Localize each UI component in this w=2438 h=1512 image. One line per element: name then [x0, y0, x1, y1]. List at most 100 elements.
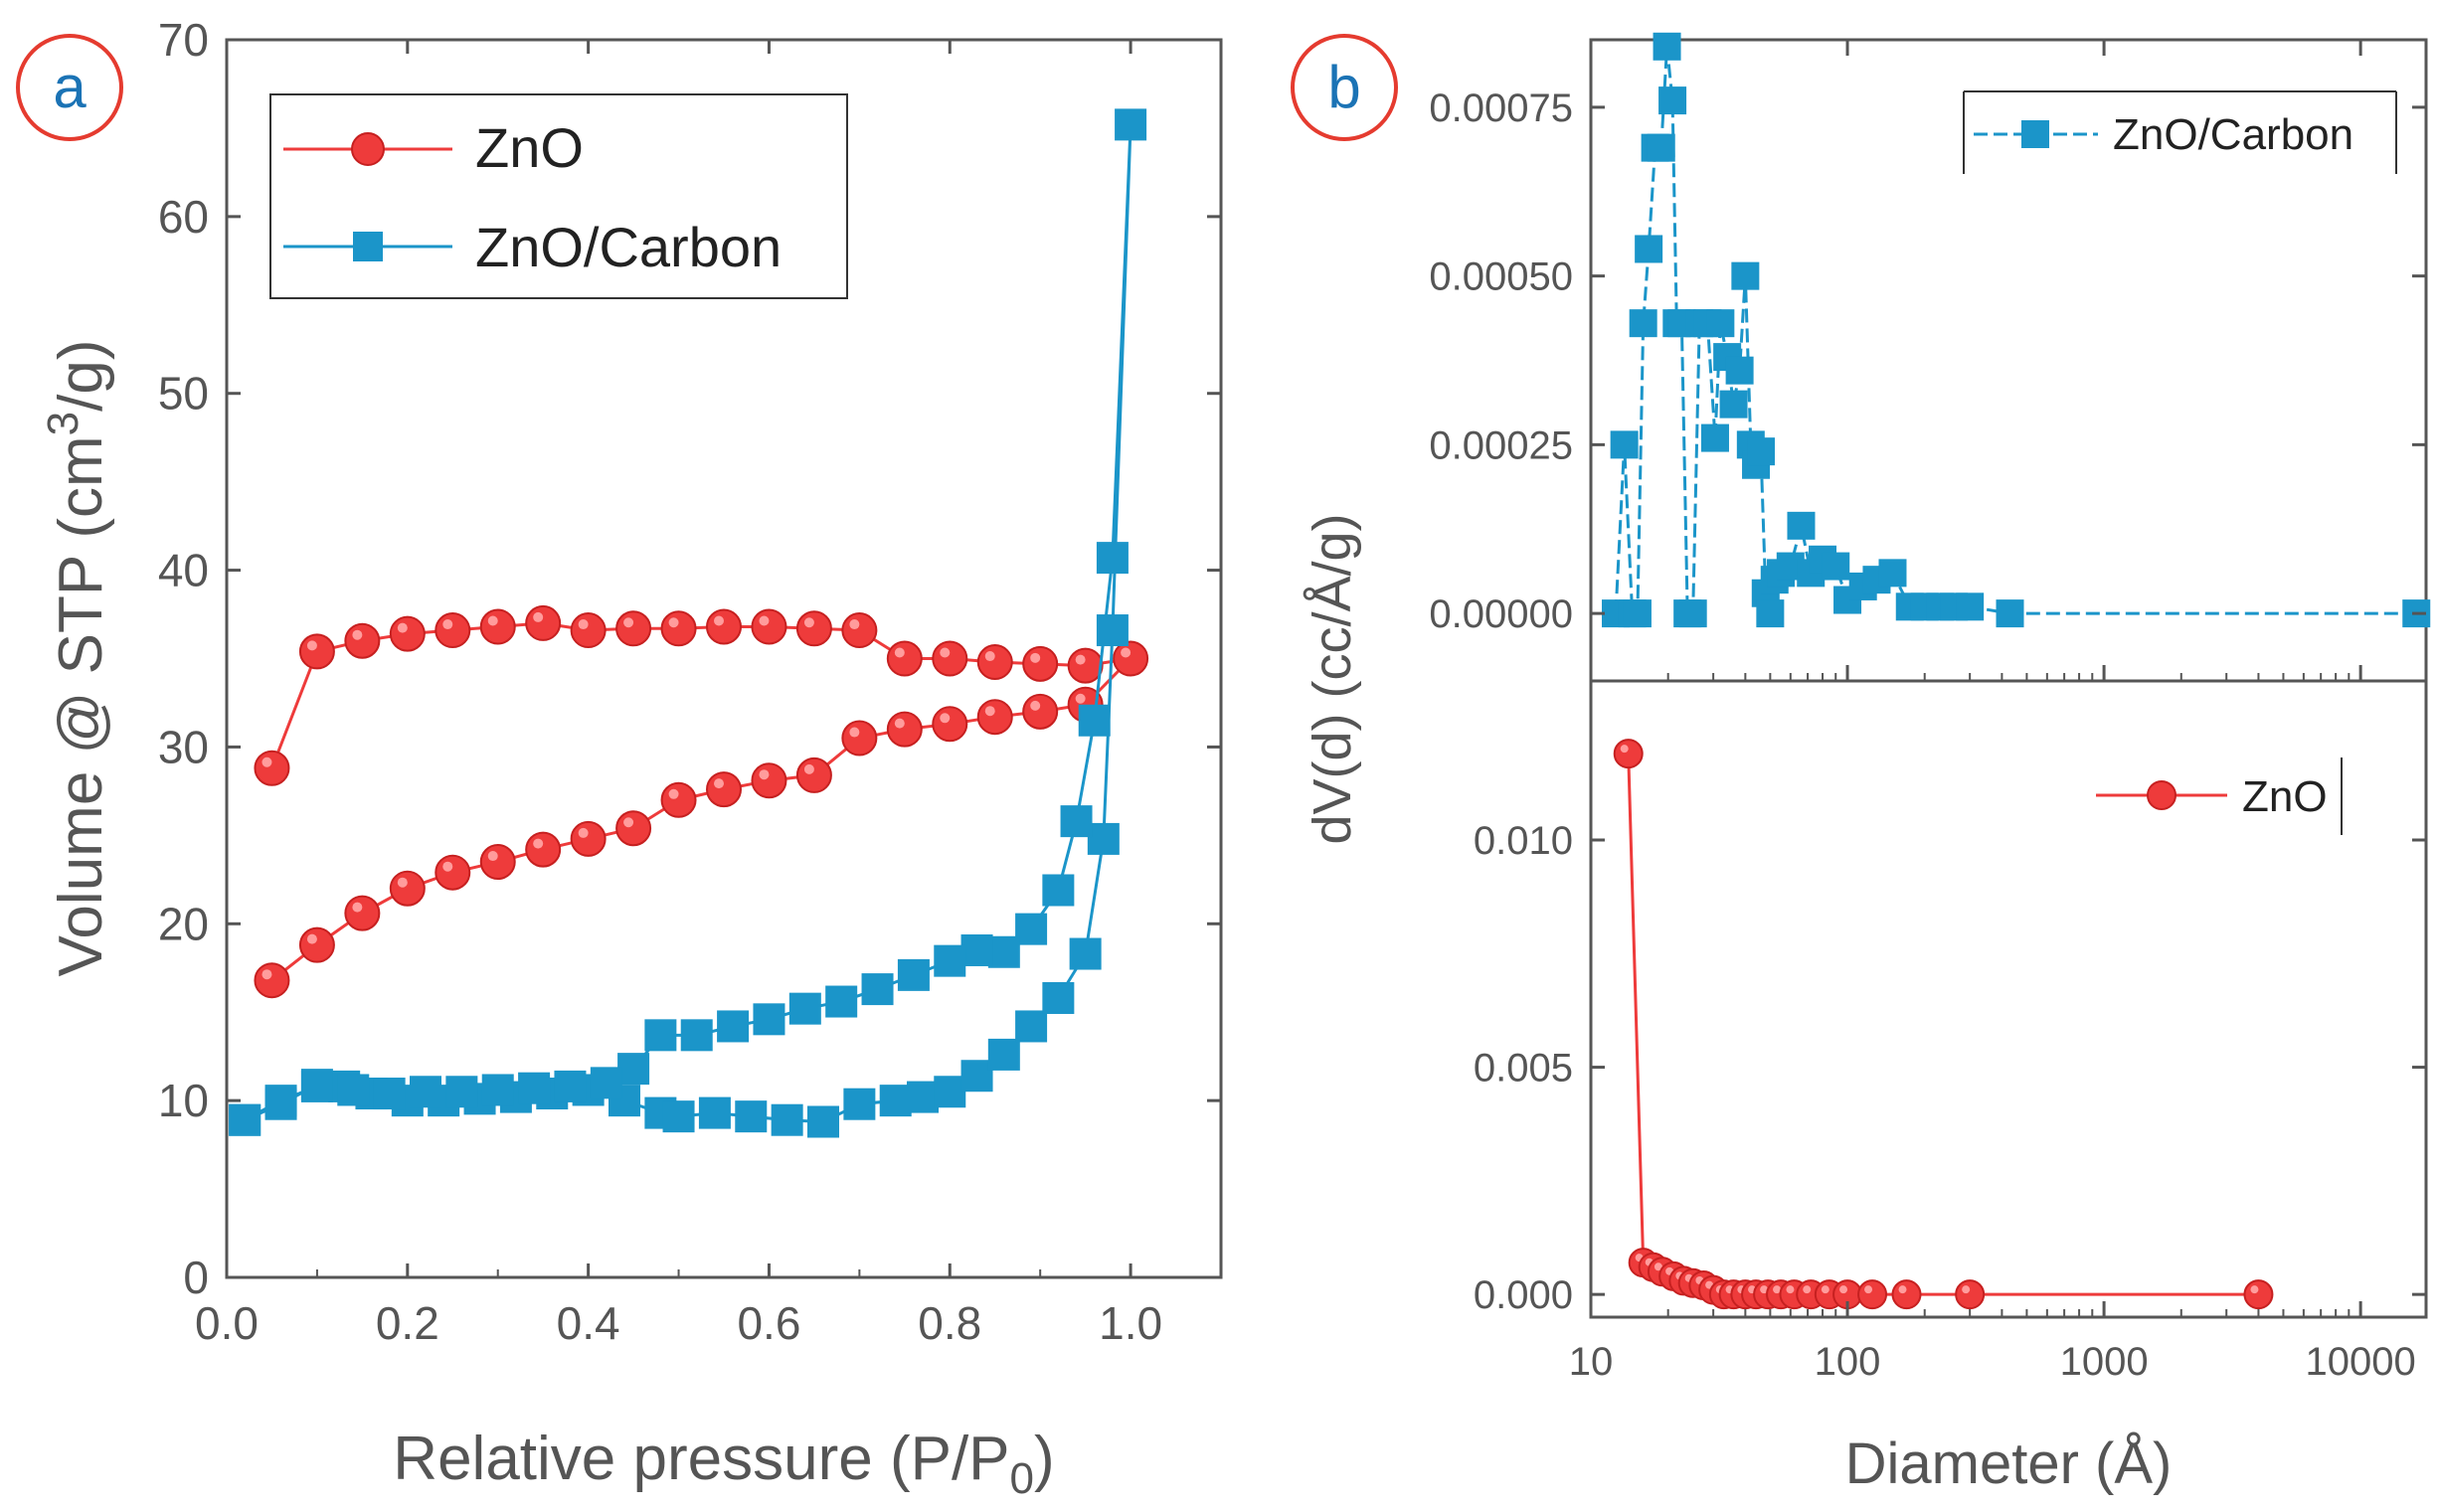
panel-a-point-znoc [1042, 981, 1075, 1014]
panel-a-point-znoc [717, 1010, 750, 1043]
panel-a-legend: ZnO ZnO/Carbon [269, 93, 848, 299]
panel-a-point-znoc [554, 1070, 587, 1102]
panel-a-point-znoc [960, 1060, 993, 1092]
panel-a-point-zno [570, 820, 607, 857]
panel-a-point-zno [1022, 645, 1059, 682]
panel-b-top-point-znoc [1956, 592, 1985, 621]
panel-a-point-zno-highlight [397, 877, 408, 888]
panel-a-point-zno-highlight [306, 933, 317, 944]
panel-a-y-tick-label: 30 [158, 721, 209, 772]
panel-a-y-tick-label: 0 [183, 1252, 209, 1303]
panel-b-bottom-point-zno-highlight [1962, 1285, 1971, 1294]
panel-a-point-znoc [1015, 913, 1048, 945]
panel-b-top-y-tick-label: 0.00025 [1429, 423, 1573, 467]
panel-a-point-znoc [644, 1019, 677, 1052]
panel-a-point-znoc [617, 1053, 650, 1086]
panel-a-badge-ring [16, 34, 123, 141]
panel-b-top-point-znoc [1725, 356, 1754, 385]
panel-a-x-tick-label: 0.4 [557, 1297, 620, 1349]
panel-a-point-zno-highlight [803, 617, 814, 628]
panel-a: 0.0 0.2 0.4 0.6 0.8 1.0 0 10 20 30 40 50 60 70 ZnO Zn… [16, 14, 1223, 1503]
panel-b-top-point-znoc [1756, 599, 1785, 628]
panel-a-point-zno [570, 612, 607, 649]
panel-a-point-zno [525, 831, 562, 868]
panel-a-point-zno [932, 640, 968, 677]
panel-a-point-zno-highlight [442, 861, 453, 872]
panel-a-point-znoc [373, 1078, 406, 1110]
panel-a-point-zno-highlight [533, 838, 544, 849]
panel-b: 10 100 1000 10000 0.00000 0.00025 0.00050 0.000… [1291, 32, 2431, 1496]
panel-b-top-point-znoc [1822, 552, 1850, 581]
panel-b-bottom-point-zno-highlight [1864, 1285, 1873, 1294]
panel-a-point-zno [435, 612, 471, 649]
panel-a-point-znoc [680, 1019, 713, 1052]
panel-a-point-zno-highlight [894, 647, 905, 658]
panel-a-point-znoc [1096, 614, 1129, 647]
panel-b-bottom-point-zno-highlight [1620, 745, 1629, 754]
legend-znoc-marker [353, 232, 383, 261]
panel-a-point-zno-highlight [442, 619, 453, 630]
panel-a-point-zno [298, 926, 335, 963]
panel-a-point-zno-highlight [984, 651, 995, 662]
panel-a-point-zno-highlight [940, 713, 951, 724]
panel-b-badge-ring [1291, 34, 1398, 141]
panel-a-point-zno [615, 810, 652, 847]
panel-b-bottom-series-line [1627, 754, 2259, 1296]
panel-a-point-zno-highlight [1030, 700, 1041, 711]
panel-b-bottom-point-zno-highlight [1786, 1285, 1795, 1294]
panel-a-frame [225, 38, 1223, 1279]
panel-b-bottom-point-zno-highlight [1839, 1285, 1848, 1294]
panel-b-bottom-legend: ZnO [2096, 757, 2343, 835]
panel-a-x-tick-label: 0.6 [737, 1297, 800, 1349]
panel-a-point-znoc [934, 944, 966, 977]
panel-a-x-tick-label: 0.2 [376, 1297, 439, 1349]
panel-b-top-point-znoc [1700, 423, 1729, 452]
panel-b-y-title: dV(d) (cc/Å/g) [1303, 513, 1362, 844]
panel-a-point-znoc [934, 1076, 966, 1108]
panel-b-badge: b [1327, 54, 1360, 120]
panel-a-point-zno [841, 720, 878, 756]
panel-a-point-zno-highlight [759, 615, 770, 626]
panel-b-top-legend: ZnO/Carbon [1963, 90, 2397, 174]
panel-b-bottom-point-zno [1613, 739, 1644, 769]
panel-a-point-zno-highlight [397, 622, 408, 633]
panel-b-bottom-point-zno-highlight [1654, 1262, 1662, 1271]
panel-a-point-zno-highlight [487, 615, 498, 626]
panel-a-point-znoc [1069, 937, 1102, 970]
panel-b-top-point-znoc [1635, 235, 1663, 263]
panel-a-point-zno [344, 622, 381, 659]
panel-a-point-zno [615, 610, 652, 647]
panel-a-point-zno [344, 895, 381, 931]
panel-a-point-zno-highlight [803, 763, 814, 774]
legend-znoc-label: ZnO/Carbon [475, 216, 782, 278]
panel-a-point-zno-highlight [714, 615, 724, 626]
panel-a-point-znoc [300, 1070, 333, 1102]
panel-a-point-zno [886, 640, 923, 677]
panel-b-top-point-znoc [1787, 511, 1816, 540]
panel-a-point-zno [389, 615, 426, 652]
panel-b-top-point-znoc [1623, 599, 1652, 628]
panel-a-point-znoc [1060, 805, 1093, 838]
panel-a-x-tick-label: 0.8 [918, 1297, 981, 1349]
panel-b-top-point-znoc [1678, 599, 1707, 628]
panel-b-bottom-point-zno [1891, 1279, 1922, 1310]
legend-zno-label: ZnO [475, 116, 584, 179]
panel-a-point-zno [706, 771, 742, 808]
panel-a-point-znoc [807, 1105, 839, 1138]
panel-a-point-zno-highlight [759, 769, 770, 780]
panel-b-top-point-znoc [1731, 261, 1760, 290]
panel-a-point-znoc [337, 1074, 370, 1106]
panel-a-point-zno [389, 870, 426, 907]
panel-b-x-tick-label: 1000 [2060, 1340, 2149, 1384]
panel-a-point-zno [660, 610, 697, 647]
panel-b-x-tick-label: 10000 [2306, 1340, 2416, 1384]
legend-zno-marker [351, 132, 385, 166]
panel-a-point-zno-highlight [578, 827, 589, 838]
panel-b-x-tick-label: 10 [1569, 1340, 1614, 1384]
panel-b-top-point-znoc [1610, 430, 1639, 459]
panel-a-y-tick-label: 70 [158, 14, 209, 66]
panel-b-bottom-point-zno-highlight [1773, 1285, 1782, 1294]
panel-a-point-zno [706, 608, 742, 645]
panel-a-point-znoc [590, 1067, 622, 1099]
panel-a-point-zno [751, 608, 787, 645]
